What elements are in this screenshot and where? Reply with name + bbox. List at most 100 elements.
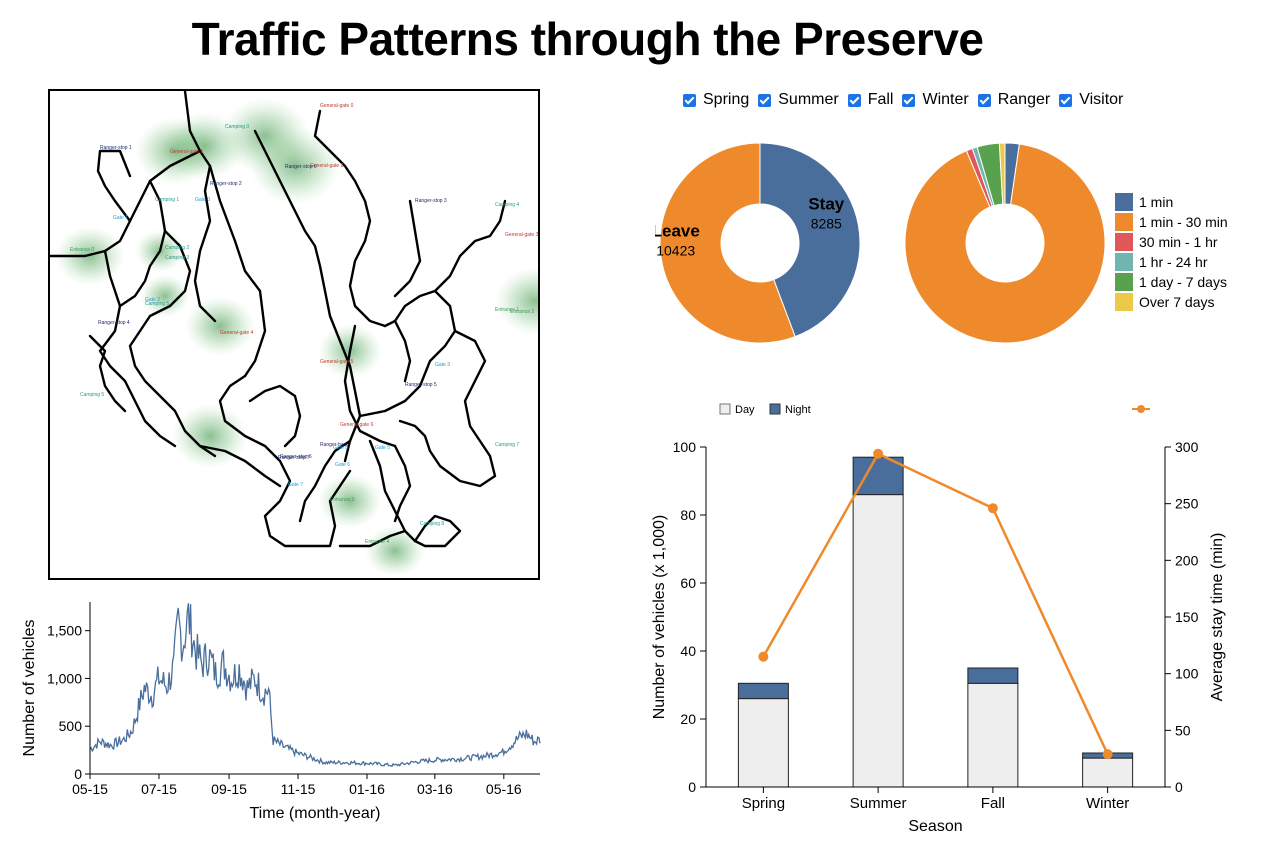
legend-swatch-1-day-7-days[interactable]: [1115, 273, 1133, 291]
map-label-ranger-stop-6[interactable]: Ranger-stop 6: [280, 454, 312, 460]
map-label-ranger-stop-3[interactable]: Ranger-stop 3: [415, 198, 447, 204]
map-label-general-gate-2[interactable]: General-gate 2: [310, 163, 344, 169]
map-label-ranger-stop-0[interactable]: Ranger-stop 0: [285, 164, 317, 170]
filter-spring-checkbox[interactable]: [683, 93, 696, 107]
traffic-heat-spot: [172, 403, 248, 469]
map-label-general-gate-4[interactable]: General-gate 4: [220, 330, 254, 336]
avg-stay-point-spring[interactable]: [758, 651, 769, 662]
donut-slice-over-7-days[interactable]: [998, 142, 1006, 205]
avg-stay-point-summer[interactable]: [873, 448, 884, 459]
filter-spring[interactable]: Spring: [683, 91, 749, 109]
map-label-gate-1[interactable]: Gate 1: [113, 215, 128, 221]
filter-fall[interactable]: Fall: [847, 91, 893, 109]
bar-spring-day[interactable]: [737, 698, 789, 788]
donut-slice-stay[interactable]: [759, 142, 861, 338]
map-label-ranger-stop-2[interactable]: Ranger-stop 2: [210, 181, 242, 187]
bar-summer-day[interactable]: [852, 494, 904, 788]
x-tick-label: 05-15: [72, 781, 108, 797]
bar-fall-day[interactable]: [967, 682, 1019, 788]
filter-visitor[interactable]: Visitor: [1059, 91, 1123, 109]
map-label-entrance-1[interactable]: Entrance 1: [495, 307, 519, 313]
map-label-camping-3[interactable]: Camping 3: [165, 255, 189, 261]
map-label-camping-1[interactable]: Camping 1: [155, 197, 179, 203]
filter-summer-checkbox[interactable]: [758, 93, 772, 107]
legend-swatch-day[interactable]: [719, 403, 731, 415]
traffic-heat-spot: [495, 267, 538, 335]
map-label-ranger-stop-5[interactable]: Ranger-stop 5: [405, 382, 437, 388]
map-label-entrance-4[interactable]: Entrance 4: [365, 539, 389, 545]
map-label-gate-7[interactable]: Gate 7: [288, 482, 303, 488]
vehicles-over-time-chart[interactable]: 0 500 1,000 1,500 05-15 07-15 09-15 11-15 01-16 0…: [0, 590, 560, 830]
map-label-camping-5[interactable]: Camping 5: [145, 301, 169, 307]
legend-swatch-night[interactable]: [769, 403, 781, 415]
stay-duration-donut-chart[interactable]: 1 min 1 min - 30 min 30 min - 1 hr 1 hr - 2…: [905, 140, 1250, 350]
donut-slice-leave[interactable]: [659, 142, 796, 344]
traffic-heat-spot: [318, 473, 382, 529]
legend-swatch-1-min[interactable]: [1115, 193, 1133, 211]
filter-visitor-checkbox[interactable]: [1059, 93, 1073, 107]
right-tick-label: 50: [1175, 722, 1191, 738]
preserve-map[interactable]: General-gate 0 Ranger-stop 1 General-gate …: [48, 89, 540, 580]
avg-stay-line[interactable]: [762, 452, 1109, 755]
stay-leave-donut-chart[interactable]: Stay 8285 Leave 10423: [655, 140, 870, 350]
map-label-entrance-2[interactable]: Entrance 2: [510, 309, 534, 315]
map-label-general-gate-6[interactable]: General-gate 6: [340, 422, 374, 428]
filter-checkbox-bar: Spring Summer Fall Winter Ranger Visitor: [683, 89, 1132, 111]
map-label-gate-0[interactable]: Gate 0: [195, 197, 210, 203]
map-label-gate-2[interactable]: Gate 2: [145, 297, 160, 303]
y-tick-label: 1,000: [47, 670, 82, 686]
map-label-camping-5[interactable]: Camping 5: [80, 392, 104, 398]
map-label-general-gate-3[interactable]: General-gate 3: [505, 232, 538, 238]
map-label-ranger-stop-1[interactable]: Ranger-stop 1: [100, 145, 132, 151]
filter-summer[interactable]: Summer: [758, 91, 839, 109]
traffic-heat-spot: [185, 296, 255, 356]
legend-swatch-1-min-30-min[interactable]: [1115, 213, 1133, 231]
x-tick-label-summer: Summer: [850, 795, 907, 812]
map-label-gate-8[interactable]: Gate 8: [333, 445, 348, 451]
filter-ranger[interactable]: Ranger: [977, 91, 1050, 109]
x-tick-label: 03-16: [417, 781, 453, 797]
bar-fall-night[interactable]: [967, 667, 1019, 684]
map-label-camping-2[interactable]: Camping 2: [165, 245, 189, 251]
legend-swatch-1-hr-24-hr[interactable]: [1115, 253, 1133, 271]
right-tick-label: 250: [1175, 496, 1199, 512]
legend-swatch-30-min-1-hr[interactable]: [1115, 233, 1133, 251]
avg-stay-point-winter[interactable]: [1102, 749, 1113, 760]
map-label-camping-7[interactable]: Camping 7: [495, 442, 519, 448]
donut-slice-1-min-30-min[interactable]: [905, 143, 1106, 344]
filter-winter[interactable]: Winter: [902, 91, 969, 109]
stay-duration-legend: 1 min 1 min - 30 min 30 min - 1 hr 1 hr - 2…: [1115, 193, 1228, 311]
filter-spring-label: Spring: [703, 91, 750, 108]
vehicles-line[interactable]: [89, 603, 541, 768]
legend-swatch-over-7-days[interactable]: [1115, 293, 1133, 311]
filter-ranger-checkbox[interactable]: [977, 93, 991, 107]
filter-winter-checkbox[interactable]: [902, 93, 916, 107]
season-bar-line-chart[interactable]: Day Night 0 20 40 60 80 100 0 50 100 150 200 250 300 Sp…: [640, 390, 1270, 840]
traffic-heat-spot: [55, 226, 125, 286]
map-label-camping-4[interactable]: Camping 4: [495, 202, 519, 208]
map-label-general-gate-5[interactable]: General-gate 5: [320, 359, 354, 365]
bar-winter-day[interactable]: [1082, 757, 1134, 788]
map-label-gate-3[interactable]: Gate 3: [435, 362, 450, 368]
filter-fall-checkbox[interactable]: [847, 93, 861, 107]
bar-summer-night[interactable]: [852, 456, 904, 496]
legend-label-day: Day: [735, 404, 755, 416]
map-label-ranger-stop-7[interactable]: Ranger-stop 7: [278, 455, 310, 461]
map-label-camping-8[interactable]: Camping 8: [420, 521, 444, 527]
map-label-general-gate-1[interactable]: General-gate 1: [170, 149, 204, 155]
map-label-gate-5[interactable]: Gate 5: [375, 445, 390, 451]
legend-label-1-min-30-min: 1 min - 30 min: [1139, 214, 1228, 230]
map-label-entrance-0[interactable]: Entrance 0: [70, 247, 94, 253]
bar-spring-night[interactable]: [737, 682, 789, 700]
map-label-entrance-3[interactable]: Entrance 3: [330, 497, 354, 503]
preserve-map-canvas[interactable]: General-gate 0 Ranger-stop 1 General-gate …: [50, 91, 538, 578]
map-label-ranger-base[interactable]: Ranger-base: [320, 442, 349, 448]
map-label-camping-0[interactable]: Camping 0: [225, 124, 249, 130]
x-axis-title: Season: [908, 818, 962, 835]
avg-stay-point-fall[interactable]: [987, 503, 998, 514]
left-tick-label: 40: [680, 643, 696, 659]
traffic-heat-spot: [250, 127, 340, 205]
map-label-ranger-stop-4[interactable]: Ranger-stop 4: [98, 320, 130, 326]
map-label-gate-6[interactable]: Gate 6: [335, 462, 350, 468]
map-label-general-gate-0[interactable]: General-gate 0: [320, 103, 354, 109]
